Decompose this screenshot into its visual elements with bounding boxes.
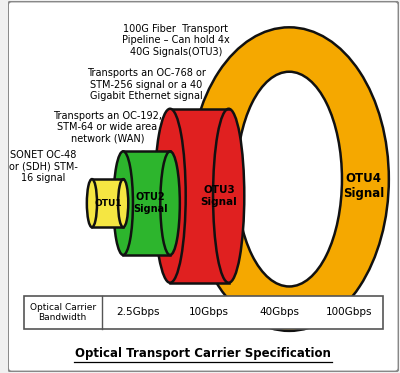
Ellipse shape	[236, 72, 342, 286]
Text: 2.5Gbps: 2.5Gbps	[116, 307, 160, 317]
Text: OTU2
Signal: OTU2 Signal	[133, 192, 168, 214]
Bar	[92, 179, 123, 227]
Text: 10Gbps: 10Gbps	[189, 307, 229, 317]
Text: 100G Fiber  Transport
Pipeline – Can hold 4x
40G Signals(OTU3): 100G Fiber Transport Pipeline – Can hold…	[122, 23, 230, 57]
Text: OTU1: OTU1	[94, 199, 122, 208]
Text: Transports an OC-192,
STM-64 or wide area
network (WAN): Transports an OC-192, STM-64 or wide are…	[53, 111, 162, 144]
Bar	[170, 109, 229, 283]
Text: Optical Transport Carrier Specification: Optical Transport Carrier Specification	[75, 347, 331, 360]
Text: 40Gbps: 40Gbps	[260, 307, 300, 317]
Ellipse shape	[154, 109, 186, 283]
Text: 100Gbps: 100Gbps	[326, 307, 372, 317]
Bar	[24, 296, 383, 329]
Ellipse shape	[118, 179, 128, 227]
FancyBboxPatch shape	[8, 1, 399, 372]
Text: Transports an OC-768 or
STM-256 signal or a 40
Gigabit Ethernet signal: Transports an OC-768 or STM-256 signal o…	[87, 68, 206, 101]
Ellipse shape	[114, 151, 133, 255]
Ellipse shape	[213, 109, 244, 283]
Text: OTU3
Signal: OTU3 Signal	[200, 185, 237, 207]
Text: Optical Carrier
Bandwidth: Optical Carrier Bandwidth	[30, 303, 96, 322]
Text: OTU4
Signal: OTU4 Signal	[343, 172, 384, 201]
Bar	[123, 151, 170, 255]
Ellipse shape	[190, 27, 389, 331]
Text: SONET OC-48
or (SDH) STM-
16 signal: SONET OC-48 or (SDH) STM- 16 signal	[9, 150, 78, 183]
Ellipse shape	[87, 179, 97, 227]
Ellipse shape	[160, 151, 180, 255]
